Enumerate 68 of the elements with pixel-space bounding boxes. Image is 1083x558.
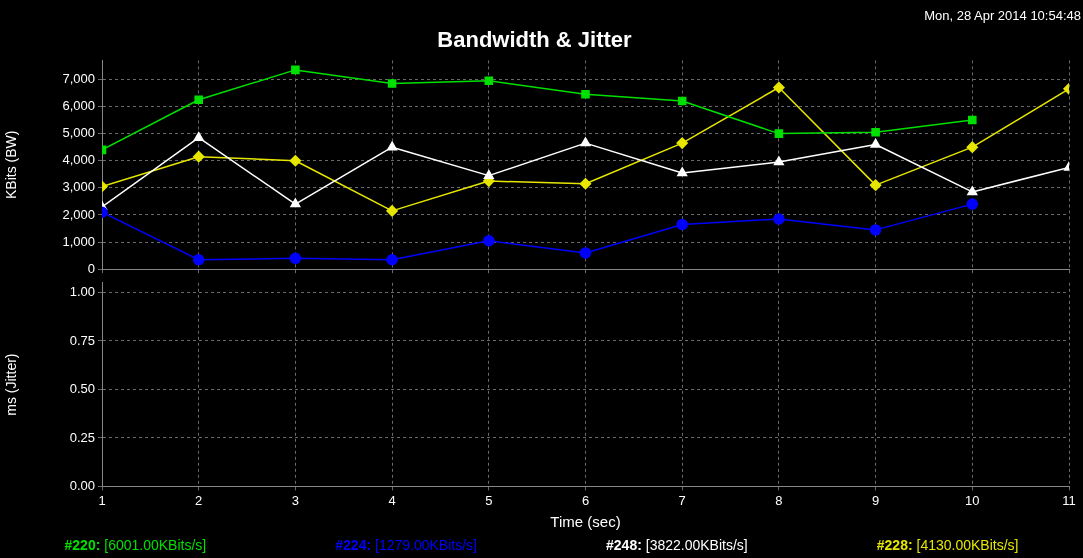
y-tick-label: 3,000	[62, 179, 95, 195]
point	[483, 169, 494, 179]
point	[968, 115, 977, 125]
chart-title: Bandwidth & Jitter	[437, 27, 633, 53]
point	[773, 213, 785, 225]
text: #248: [3822.00KBits/s]	[606, 537, 748, 553]
text: Mon, 28 Apr 2014 10:54:48	[924, 8, 1081, 23]
y-tick-label: 0.50	[69, 381, 95, 397]
point	[484, 76, 494, 86]
point	[289, 252, 302, 265]
y-tick-label: 1,000	[62, 233, 95, 249]
point	[773, 156, 784, 166]
x-tick-label: 5	[485, 492, 493, 508]
point	[966, 198, 979, 210]
point	[290, 198, 301, 208]
x-axis-title: Time (sec)	[550, 513, 621, 531]
x-tick-label: 2	[195, 492, 203, 508]
y-tick-label: 0.25	[69, 429, 95, 445]
point	[581, 90, 590, 99]
point	[579, 178, 592, 190]
point	[676, 218, 688, 231]
point	[871, 127, 880, 137]
x-tick-label: 1	[98, 492, 106, 508]
text: #220: [6001.00KBits/s]	[64, 537, 207, 553]
point	[192, 150, 205, 163]
point	[580, 137, 591, 147]
x-tick-label: 6	[581, 492, 590, 508]
point	[194, 95, 203, 105]
point	[967, 186, 978, 196]
point	[774, 129, 784, 138]
point	[192, 253, 205, 266]
point	[483, 234, 495, 247]
point	[386, 253, 398, 266]
y-tick-label: 7,000	[62, 70, 95, 86]
point	[870, 138, 881, 148]
point	[193, 131, 204, 141]
point	[773, 81, 785, 94]
y-tick-label: 1.00	[69, 284, 95, 300]
point	[387, 79, 397, 88]
y-tick-label: 0.75	[69, 332, 95, 348]
y-axis-title: ms (Jitter)	[3, 353, 20, 416]
point	[387, 141, 398, 151]
point	[676, 137, 688, 149]
point	[966, 141, 979, 153]
y-tick-label: 5,000	[62, 125, 95, 141]
x-tick-label: 7	[678, 492, 686, 508]
x-tick-label: 10	[965, 492, 980, 508]
text: #224: [1279.00KBits/s]	[335, 537, 477, 553]
point	[579, 247, 592, 259]
y-tick-label: 2,000	[62, 206, 95, 222]
point	[869, 224, 882, 236]
point	[386, 205, 398, 217]
point	[677, 167, 688, 177]
point	[291, 65, 300, 75]
x-tick-label: 3	[291, 492, 300, 508]
x-tick-label: 8	[775, 492, 783, 508]
y-tick-label: 0.00	[69, 477, 95, 493]
text: #228: [4130.00KBits/s]	[876, 537, 1019, 553]
point	[289, 154, 302, 167]
y-tick-label: 4,000	[62, 152, 95, 168]
y-tick-label: 0	[87, 260, 95, 276]
point	[677, 96, 687, 106]
x-tick-label: 4	[388, 492, 396, 508]
y-tick-label: 6,000	[62, 98, 95, 114]
x-tick-label: 11	[1062, 492, 1076, 508]
x-tick-label: 9	[871, 492, 880, 508]
point	[869, 179, 882, 191]
y-axis-title: KBits (BW)	[3, 130, 20, 200]
